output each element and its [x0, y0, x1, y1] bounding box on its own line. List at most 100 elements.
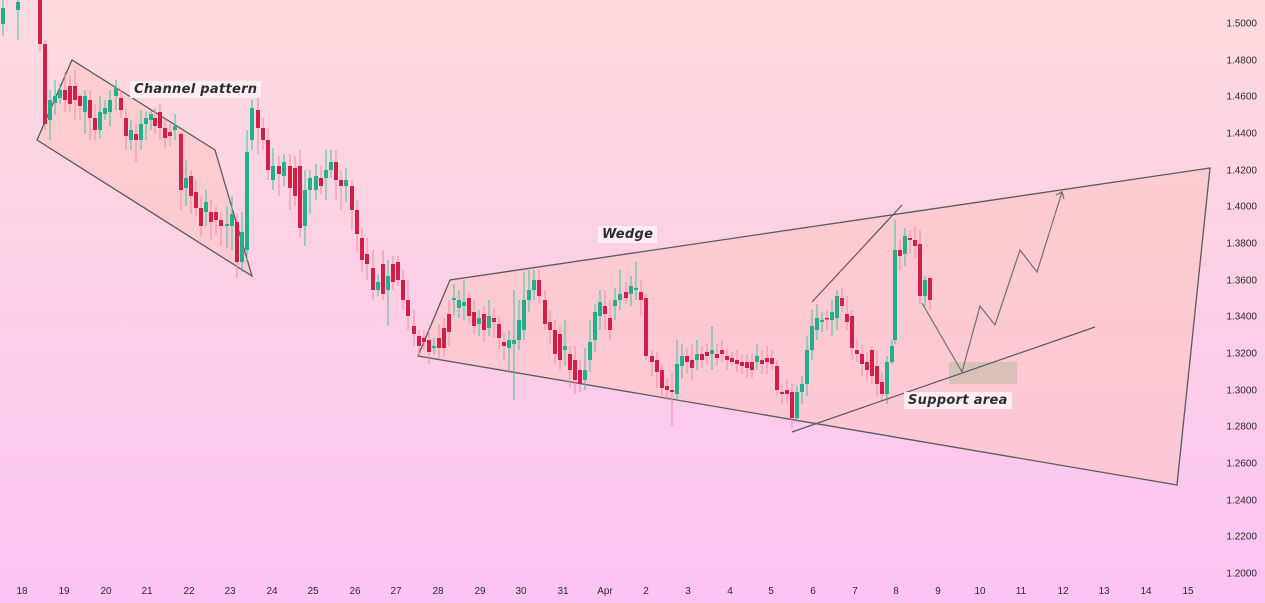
- candle-up: [204, 202, 208, 212]
- candle-down: [168, 132, 172, 136]
- candle-down: [209, 212, 213, 222]
- candle-up: [149, 114, 153, 120]
- rising-support-line: [791, 326, 1096, 433]
- candle-up: [16, 2, 20, 10]
- candle-up: [835, 296, 839, 318]
- candle-down: [350, 186, 354, 210]
- candle-down: [492, 318, 496, 322]
- candle-down: [685, 356, 689, 362]
- candle-up: [618, 294, 622, 300]
- candle-down: [730, 358, 734, 362]
- candle-down: [199, 208, 203, 226]
- candle-down: [235, 222, 239, 262]
- candle-up: [53, 96, 57, 103]
- candle-up: [810, 326, 814, 350]
- candle-down: [785, 390, 789, 394]
- candle-down: [720, 350, 724, 354]
- candle-up: [903, 236, 907, 254]
- candle-down: [256, 110, 260, 128]
- candle-up: [588, 342, 592, 360]
- candle-up: [103, 108, 107, 114]
- candle-down: [119, 98, 123, 110]
- candle-down: [760, 360, 764, 364]
- candle-up: [923, 280, 927, 296]
- price-tick: 1.3400: [1226, 311, 1257, 323]
- date-tick: Apr: [597, 586, 613, 597]
- candle-up: [271, 166, 275, 180]
- candle-down: [214, 212, 218, 220]
- candle-down: [406, 300, 410, 316]
- candle-down: [63, 90, 67, 100]
- price-tick: 1.4000: [1226, 201, 1257, 213]
- candle-down: [124, 118, 128, 136]
- candle-down: [639, 292, 643, 300]
- candle-up: [344, 180, 348, 186]
- candle-down: [875, 366, 879, 384]
- candle-up: [144, 118, 148, 124]
- projection-path: [921, 191, 1063, 374]
- date-tick: 15: [1182, 586, 1194, 597]
- candle-down: [422, 338, 426, 342]
- candle-down: [775, 366, 779, 390]
- candle-up: [58, 90, 62, 98]
- candle-down: [880, 382, 884, 394]
- candle-up: [230, 214, 234, 226]
- date-tick: 10: [974, 586, 986, 597]
- price-tick: 1.2400: [1226, 495, 1257, 507]
- candle-down: [467, 298, 471, 316]
- candle-down: [288, 166, 292, 188]
- candle-down: [365, 254, 369, 264]
- candle-up: [282, 162, 286, 176]
- date-tick: 20: [100, 586, 112, 597]
- candle-up: [184, 178, 188, 188]
- date-tick: 11: [1015, 586, 1027, 597]
- candle-up: [583, 370, 587, 380]
- candle-down: [735, 360, 739, 364]
- date-tick: 26: [349, 586, 361, 597]
- candle-up: [303, 190, 307, 226]
- candle-up: [593, 312, 597, 340]
- candle-down: [179, 134, 183, 190]
- price-tick: 1.4200: [1226, 165, 1257, 177]
- candle-up: [695, 354, 699, 360]
- price-tick: 1.2200: [1226, 531, 1257, 543]
- candle-down: [437, 338, 441, 348]
- candle-down: [715, 354, 719, 358]
- candle-down: [502, 342, 506, 346]
- candle-down: [412, 326, 416, 334]
- candle-down: [381, 264, 385, 294]
- support-area-label: Support area: [904, 392, 1012, 409]
- candle-up: [48, 100, 52, 120]
- candle-down: [543, 300, 547, 324]
- candle-down: [928, 278, 932, 300]
- date-tick: 23: [224, 586, 236, 597]
- candle-down: [68, 86, 72, 104]
- candle-down: [770, 358, 774, 364]
- date-tick: 3: [685, 586, 691, 597]
- candle-down: [472, 312, 476, 326]
- candle-down: [705, 352, 709, 356]
- candle-down: [293, 168, 297, 196]
- date-tick: 14: [1140, 586, 1152, 597]
- candle-up: [885, 362, 889, 394]
- price-tick: 1.3000: [1226, 385, 1257, 397]
- candle-down: [608, 318, 612, 330]
- candle-down: [189, 176, 193, 196]
- candle-up: [324, 170, 328, 178]
- candle-down: [266, 140, 270, 170]
- candle-up: [386, 276, 390, 290]
- candle-up: [129, 130, 133, 140]
- candle-up: [452, 298, 456, 300]
- candle-down: [261, 128, 265, 140]
- candle-down: [360, 238, 364, 260]
- candle-up: [477, 318, 481, 324]
- candle-down: [334, 162, 338, 180]
- candle-down: [158, 112, 162, 128]
- candle-up: [83, 96, 87, 112]
- date-tick: 13: [1098, 586, 1110, 597]
- candle-down: [38, 0, 42, 44]
- candle-down: [163, 128, 167, 138]
- candle-up: [675, 364, 679, 394]
